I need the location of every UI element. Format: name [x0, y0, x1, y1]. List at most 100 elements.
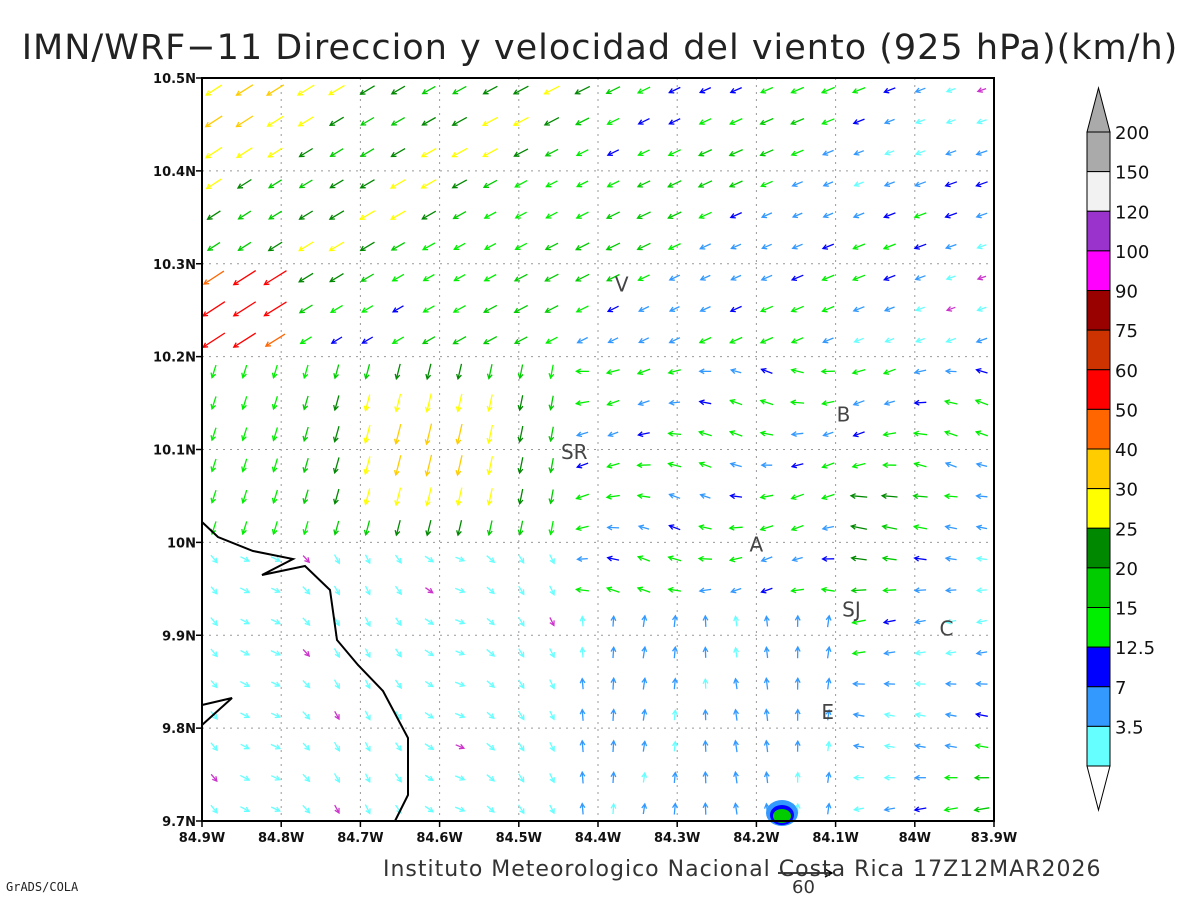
wind-vector — [671, 771, 678, 783]
wind-vector — [360, 116, 375, 126]
wind-vector — [363, 394, 371, 412]
wind-vector — [270, 556, 282, 562]
wind-vector — [636, 368, 651, 375]
colorbar-label: 50 — [1115, 400, 1138, 421]
wind-vector — [791, 243, 803, 250]
wind-vector — [975, 337, 988, 344]
wind-vector — [241, 396, 248, 411]
wind-vector — [328, 116, 345, 126]
wind-vector — [333, 395, 340, 412]
wind-vector — [821, 555, 835, 562]
colorbar-swatch — [1086, 488, 1111, 529]
place-label-c: C — [939, 616, 953, 640]
wind-vector — [455, 556, 466, 562]
wind-vector — [210, 554, 218, 564]
wind-vector — [760, 212, 773, 219]
wind-vector — [513, 336, 528, 345]
wind-vector — [759, 430, 774, 437]
wind-vector — [390, 148, 406, 158]
wind-vector — [914, 743, 926, 750]
wind-vector — [698, 587, 712, 594]
wind-vector — [393, 455, 402, 477]
wind-vector — [452, 336, 467, 345]
wind-vector — [760, 367, 773, 375]
wind-vector — [671, 677, 678, 690]
wind-vector — [483, 304, 498, 313]
wind-vector — [334, 710, 340, 721]
colorbar-swatch — [1086, 607, 1111, 648]
wind-vector — [789, 399, 805, 406]
reference-vector-label: 60 — [792, 877, 815, 898]
lon-tick-label: 84.2W — [733, 831, 779, 846]
wind-vector — [544, 305, 559, 313]
wind-vector — [235, 84, 254, 96]
wind-vector — [944, 587, 957, 594]
colorbar-label: 120 — [1115, 202, 1149, 223]
wind-vector — [486, 648, 496, 657]
wind-vector — [610, 802, 617, 815]
wind-vector — [851, 274, 866, 282]
wind-vector — [852, 712, 865, 718]
wind-vector — [791, 181, 803, 188]
wind-vector — [456, 363, 463, 381]
wind-vector — [853, 181, 864, 187]
wind-vector — [883, 806, 896, 813]
wind-vector — [636, 493, 651, 500]
wind-vector — [821, 525, 835, 531]
wind-vector — [973, 806, 990, 813]
wind-vector — [574, 400, 590, 406]
wind-vector — [481, 116, 499, 126]
wind-vector — [202, 270, 225, 285]
wind-vector — [913, 243, 927, 250]
wind-vector — [333, 585, 340, 596]
wind-vector — [517, 425, 524, 444]
wind-vector — [302, 586, 311, 595]
wind-vector — [851, 86, 866, 94]
wind-vector — [975, 461, 988, 468]
wind-vector — [579, 646, 586, 658]
wind-vector — [667, 586, 682, 593]
wind-vector — [390, 242, 406, 251]
wind-vector — [605, 273, 620, 282]
wind-vector — [759, 117, 774, 126]
wind-vector — [236, 178, 252, 189]
wind-vector — [575, 273, 590, 282]
wind-vector — [328, 241, 345, 252]
wind-vector — [263, 270, 287, 286]
wind-vector — [424, 774, 434, 782]
lat-tick-label: 9.8N — [162, 722, 196, 737]
wind-vector — [668, 86, 681, 94]
wind-vector — [915, 306, 926, 312]
wind-vector — [883, 400, 895, 406]
wind-vector — [671, 802, 678, 815]
wind-vector — [698, 524, 712, 531]
wind-vector — [883, 274, 896, 281]
wind-vector — [975, 150, 988, 156]
colorbar: 200 150 120 100 90 75 60 50 40 30 25 20 15 12.5 7 3.5 — [1086, 86, 1155, 812]
wind-vector — [945, 150, 957, 156]
wind-vector — [728, 180, 743, 188]
wind-vector — [333, 364, 340, 380]
wind-vector — [543, 85, 560, 95]
wind-vector — [976, 118, 987, 125]
colorbar-label: 60 — [1115, 361, 1138, 382]
wind-vector — [363, 424, 371, 445]
wind-vector — [421, 85, 436, 95]
wind-vector — [302, 648, 311, 657]
wind-vector — [425, 363, 432, 381]
wind-vector — [605, 211, 620, 220]
wind-vector — [329, 273, 344, 283]
wind-vector — [945, 337, 957, 344]
wind-vector — [391, 305, 404, 313]
wind-vector — [240, 649, 250, 656]
lon-tick-label: 84.9W — [179, 831, 225, 846]
wind-vector — [517, 395, 524, 412]
wind-vector — [514, 180, 528, 188]
wind-vector — [394, 487, 402, 507]
wind-vector — [825, 802, 832, 815]
wind-vector — [790, 524, 804, 532]
colorbar-swatch — [1086, 290, 1111, 331]
wind-vector — [271, 427, 279, 442]
wind-vector — [424, 393, 432, 413]
wind-vector — [883, 712, 895, 719]
